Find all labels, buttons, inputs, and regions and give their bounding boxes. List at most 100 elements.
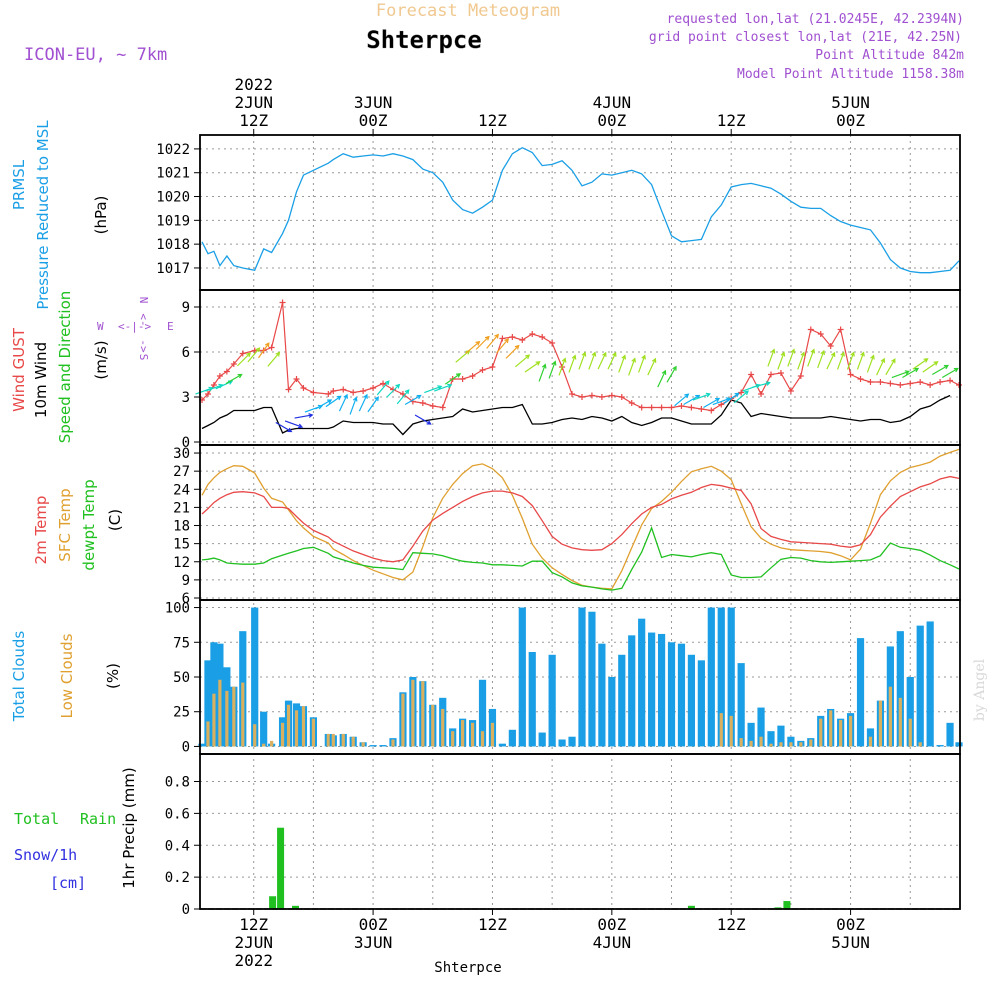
wind-vector [597, 351, 607, 370]
svg-text:E: E [167, 320, 174, 333]
x-tick-label-top: 4JUN [593, 93, 632, 112]
gust-point [310, 389, 317, 396]
total-cloud-bar [578, 607, 586, 747]
wind-vector [414, 414, 432, 425]
low-cloud-bar [341, 733, 345, 747]
gust-point [279, 299, 286, 306]
wind-vector [922, 361, 939, 373]
gust-point [588, 392, 595, 399]
low-cloud-bar [431, 704, 435, 747]
x-tick-label-top: 2JUN [234, 93, 273, 112]
low-cloud-bar [391, 739, 395, 747]
y-tick-label: 9 [182, 300, 190, 316]
wind-vector [284, 420, 304, 429]
panel-frame [199, 753, 961, 910]
gust-point [216, 373, 223, 379]
low-cloud-bar [789, 742, 793, 747]
x-tick-label-top: 5JUN [831, 93, 870, 112]
gust-point [569, 391, 576, 397]
gust-point [350, 389, 357, 396]
pressure-unit: (hPa) [92, 196, 110, 235]
wind-vector [475, 335, 490, 350]
wind-vector [465, 340, 481, 354]
wind-vector [578, 351, 587, 370]
wind-vector [826, 351, 836, 370]
gust-point [479, 367, 486, 373]
y-tick-label: 0.6 [165, 806, 190, 822]
y-tick-label: 15 [173, 537, 190, 553]
gust-point [668, 404, 675, 411]
gust-point [360, 388, 367, 394]
wind-vector [515, 354, 531, 368]
gust-point [370, 385, 377, 391]
y-tick-label: 1021 [156, 166, 190, 182]
wind-vector [558, 357, 567, 376]
low-cloud-bar [739, 738, 743, 747]
gust-point [777, 370, 784, 376]
wind-vector [932, 364, 949, 376]
precip-unit: 1hr Precip (mm) [120, 767, 138, 888]
total-cloud-bar [638, 618, 646, 747]
gust-point [519, 337, 526, 343]
wind-vector [666, 365, 677, 383]
gust-point [837, 326, 844, 333]
gust-point [499, 335, 506, 342]
gust-point [509, 334, 516, 340]
y-tick-label: 0 [182, 902, 190, 918]
wind-vector [692, 392, 711, 401]
gust-point [698, 406, 705, 412]
y-tick-label: 0.4 [165, 838, 190, 854]
gust-point [807, 326, 814, 333]
total-cloud-bar [916, 625, 924, 747]
wind-vector [325, 395, 342, 408]
gust-point [239, 350, 246, 357]
y-tick-label: 0.8 [165, 775, 190, 791]
total-cloud-bar [568, 736, 576, 747]
gust-point [947, 377, 954, 384]
gust-label: Wind GUST [10, 327, 28, 412]
gust-point [956, 382, 963, 388]
gust-point [827, 343, 834, 349]
y-tick-label: 1020 [156, 190, 190, 206]
total-cloud-bar [906, 677, 914, 747]
gust-point [767, 371, 774, 378]
total-cloud-bar [648, 632, 656, 747]
low-cloud-bar [270, 740, 274, 747]
total-cloud-bar [251, 607, 259, 747]
x-tick-label-top: 2022 [234, 75, 273, 94]
wind-vector [396, 389, 410, 405]
low-cloud-bar [908, 718, 912, 747]
low-cloud-bar [888, 686, 892, 747]
total-cloud-bar [369, 745, 377, 747]
low-cloud-bar [225, 690, 229, 747]
low-cloud-bar [470, 722, 475, 747]
low-cloud-bar [829, 710, 833, 747]
low-cloud-bar [480, 731, 485, 747]
low-cloud-bar [839, 720, 843, 747]
low-cloud-bar [490, 722, 495, 747]
low-cloud-bar [848, 715, 853, 747]
wind-vector [902, 367, 920, 379]
wind-vector [386, 383, 401, 398]
gust-point [718, 401, 725, 408]
low-cloud-bar [401, 693, 405, 747]
x-tick-label-bottom: 2022 [234, 951, 273, 970]
gust-point [300, 385, 307, 391]
wind-vector [267, 351, 281, 367]
total-cloud-bar [896, 631, 904, 747]
wind-vector [846, 351, 855, 370]
wind-vector [588, 351, 597, 370]
total-cloud-bar [608, 677, 616, 747]
low-cloud-bar [898, 697, 902, 747]
total-cloud-bar [548, 654, 556, 747]
gust-point [907, 380, 914, 387]
svg-text:N: N [137, 297, 150, 304]
station-title: Shterpce [366, 26, 482, 54]
low-cloud-bar [206, 721, 210, 747]
total-cloud-bar [856, 638, 865, 747]
wind-vector [723, 392, 740, 405]
wind-vector [647, 357, 657, 376]
y-tick-label: 100 [165, 601, 190, 617]
gust-point [797, 373, 804, 379]
